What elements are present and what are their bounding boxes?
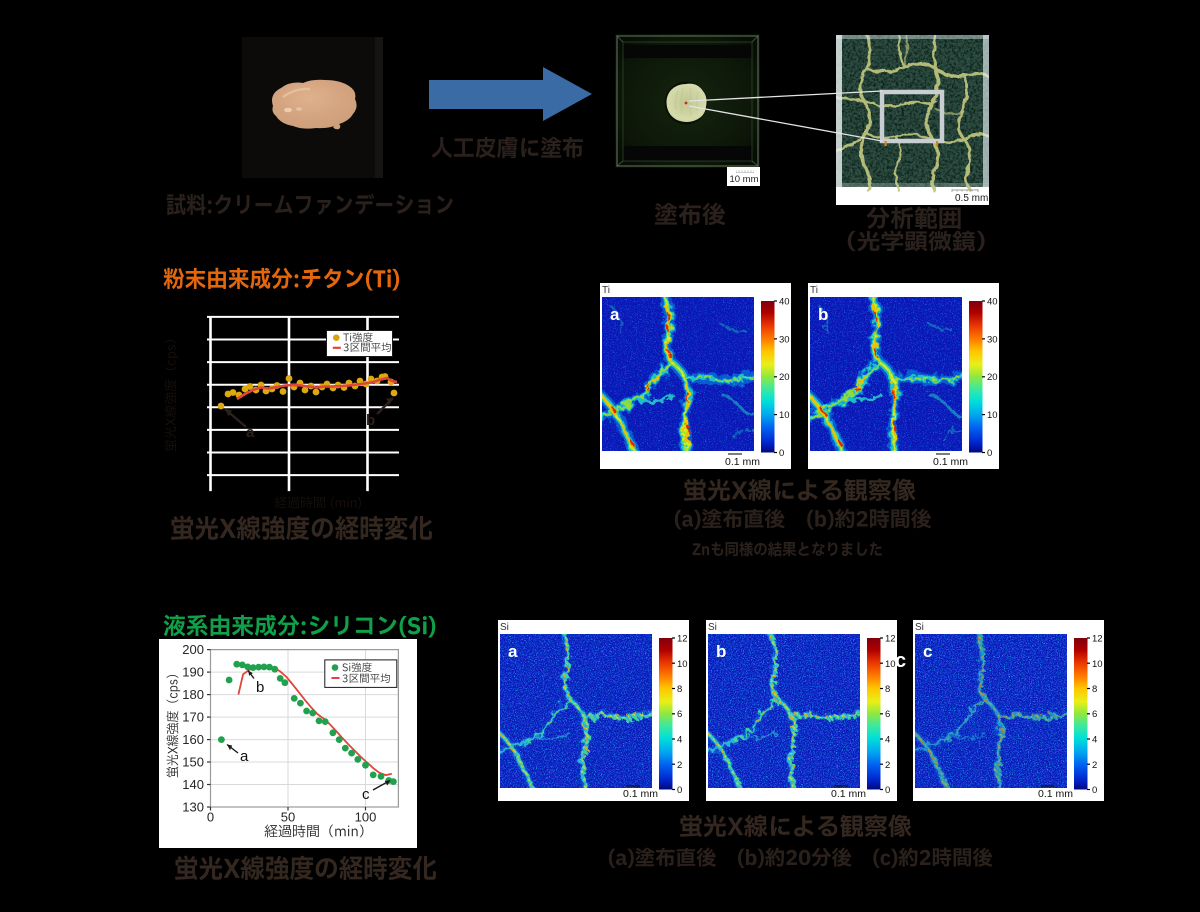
svg-text:160: 160 bbox=[182, 732, 204, 747]
svg-text:b: b bbox=[818, 305, 828, 324]
svg-text:40: 40 bbox=[779, 297, 790, 308]
svg-text:30: 30 bbox=[987, 334, 998, 345]
svg-text:Si: Si bbox=[915, 622, 924, 633]
svg-text:Ti: Ti bbox=[602, 285, 610, 296]
svg-text:a: a bbox=[610, 305, 620, 324]
svg-text:0.1 mm: 0.1 mm bbox=[933, 456, 968, 468]
svg-text:Ti: Ti bbox=[810, 285, 818, 296]
svg-text:0: 0 bbox=[885, 785, 890, 796]
svg-text:0: 0 bbox=[677, 785, 682, 796]
svg-text:140: 140 bbox=[182, 777, 204, 792]
svg-text:10: 10 bbox=[677, 659, 688, 670]
svg-text:40: 40 bbox=[987, 297, 998, 308]
svg-text:170: 170 bbox=[182, 710, 204, 725]
svg-text:6: 6 bbox=[885, 709, 890, 720]
svg-text:180: 180 bbox=[182, 687, 204, 702]
svg-text:12: 12 bbox=[677, 634, 688, 645]
svg-text:4: 4 bbox=[677, 735, 682, 746]
svg-text:c: c bbox=[923, 642, 932, 661]
svg-text:b: b bbox=[716, 642, 726, 661]
svg-text:0.1 mm: 0.1 mm bbox=[831, 788, 866, 800]
svg-text:0.1 mm: 0.1 mm bbox=[623, 788, 658, 800]
svg-text:2: 2 bbox=[677, 760, 682, 771]
svg-text:0.1 mm: 0.1 mm bbox=[1038, 788, 1073, 800]
svg-text:8: 8 bbox=[885, 684, 890, 695]
svg-text:0: 0 bbox=[779, 448, 784, 459]
svg-text:100: 100 bbox=[355, 810, 377, 825]
svg-text:0: 0 bbox=[1092, 785, 1097, 796]
svg-text:0: 0 bbox=[207, 810, 214, 825]
svg-text:10: 10 bbox=[987, 410, 998, 421]
svg-text:a: a bbox=[240, 748, 249, 765]
svg-text:6: 6 bbox=[1092, 709, 1097, 720]
svg-text:12: 12 bbox=[885, 634, 896, 645]
svg-text:12: 12 bbox=[1092, 634, 1103, 645]
svg-text:8: 8 bbox=[1092, 684, 1097, 695]
svg-text:200: 200 bbox=[182, 642, 204, 657]
svg-text:4: 4 bbox=[885, 735, 890, 746]
svg-text:6: 6 bbox=[677, 709, 682, 720]
svg-text:150: 150 bbox=[182, 755, 204, 770]
svg-text:2: 2 bbox=[1092, 760, 1097, 771]
svg-text:c: c bbox=[362, 786, 370, 803]
svg-text:130: 130 bbox=[182, 800, 204, 815]
svg-text:30: 30 bbox=[779, 334, 790, 345]
svg-text:a: a bbox=[508, 642, 518, 661]
svg-text:10: 10 bbox=[779, 410, 790, 421]
svg-text:20: 20 bbox=[987, 372, 998, 383]
svg-text:8: 8 bbox=[677, 684, 682, 695]
svg-text:10: 10 bbox=[885, 659, 896, 670]
svg-text:Si: Si bbox=[708, 622, 717, 633]
svg-text:2: 2 bbox=[885, 760, 890, 771]
svg-text:4: 4 bbox=[1092, 735, 1097, 746]
svg-text:10: 10 bbox=[1092, 659, 1103, 670]
svg-text:20: 20 bbox=[779, 372, 790, 383]
svg-text:Si: Si bbox=[500, 622, 509, 633]
svg-text:0: 0 bbox=[987, 448, 992, 459]
svg-text:0.5 mm: 0.5 mm bbox=[955, 193, 988, 204]
svg-text:0.1 mm: 0.1 mm bbox=[725, 456, 760, 468]
svg-text:50: 50 bbox=[281, 810, 295, 825]
svg-text:190: 190 bbox=[182, 665, 204, 680]
svg-text:b: b bbox=[256, 679, 264, 696]
